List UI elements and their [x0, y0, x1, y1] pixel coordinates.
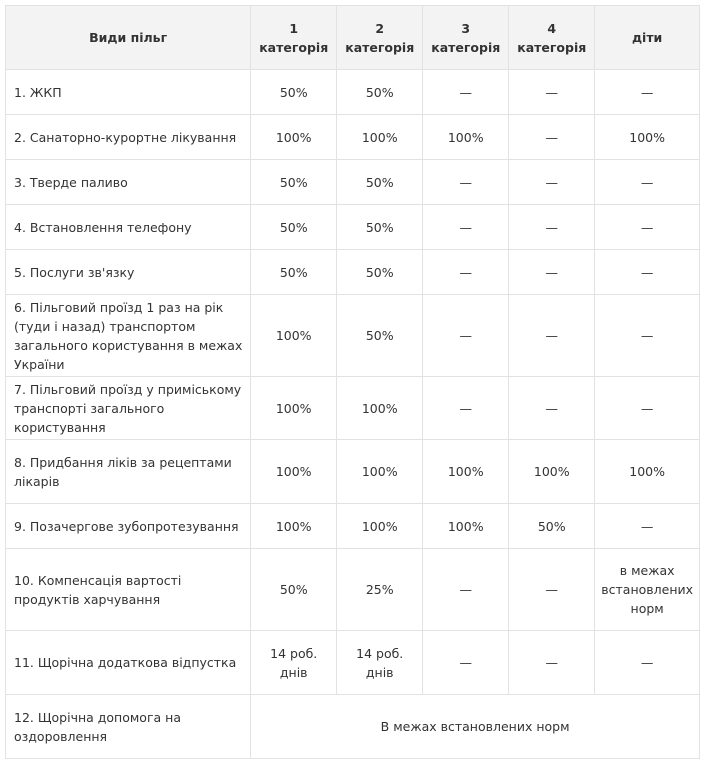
table-cell: —: [422, 548, 510, 631]
table-cell: 14 роб. днів: [250, 630, 338, 695]
table-cell: 100%: [250, 439, 338, 504]
table-cell: —: [508, 376, 596, 440]
benefit-name: 6. Пільговий проїзд 1 раз на рік (туди і…: [4, 294, 252, 377]
table-row: 9. Позачергове зубопротезування 100% 100% 1…: [4, 503, 700, 549]
benefit-name: 4. Встановлення телефону: [4, 204, 252, 250]
table-cell: —: [594, 630, 700, 695]
table-cell: 50%: [250, 159, 338, 205]
table-cell: 100%: [336, 376, 424, 440]
benefit-name: 11. Щорічна додаткова відпустка: [4, 630, 252, 695]
column-header-benefit-type: Види пільг: [4, 5, 252, 70]
table-cell: в межах встановлених норм: [594, 548, 700, 631]
table-cell: —: [422, 630, 510, 695]
table-cell: —: [508, 548, 596, 631]
table-row: 4. Встановлення телефону 50% 50% — — —: [4, 204, 700, 250]
table-cell: 100%: [422, 439, 510, 504]
table-cell: 100%: [594, 114, 700, 160]
benefit-name: 1. ЖКП: [4, 69, 252, 115]
table-cell: —: [508, 630, 596, 695]
table-cell: —: [422, 249, 510, 295]
table-cell: —: [422, 204, 510, 250]
table-cell: —: [594, 249, 700, 295]
benefit-name: 7. Пільговий проїзд у приміському трансп…: [4, 376, 252, 440]
table-cell: 100%: [336, 503, 424, 549]
table-cell: 50%: [336, 159, 424, 205]
table-cell: 100%: [250, 294, 338, 377]
table-cell: 100%: [336, 114, 424, 160]
table-cell: 100%: [250, 503, 338, 549]
table-row: 2. Санаторно-курортне лікування 100% 100% 1…: [4, 114, 700, 160]
table-row: 3. Тверде паливо 50% 50% — — —: [4, 159, 700, 205]
table-cell: —: [422, 376, 510, 440]
table-cell: 100%: [594, 439, 700, 504]
column-header-3: 3 категорія: [422, 5, 510, 70]
table-cell: 100%: [508, 439, 596, 504]
table-cell: —: [508, 249, 596, 295]
benefit-name: 9. Позачергове зубопротезування: [4, 503, 252, 549]
table-cell: —: [422, 294, 510, 377]
table-row: 6. Пільговий проїзд 1 раз на рік (туди і…: [4, 294, 700, 377]
table-cell: 100%: [250, 114, 338, 160]
table-cell: —: [422, 69, 510, 115]
table-cell: 50%: [336, 204, 424, 250]
benefits-table: Види пільг 1 категорія 2 категорія 3 катего…: [4, 5, 700, 759]
table-cell: 100%: [336, 439, 424, 504]
benefit-name: 3. Тверде паливо: [4, 159, 252, 205]
table-cell: —: [594, 376, 700, 440]
column-header-4: 4 категорія: [508, 5, 596, 70]
table-cell: 50%: [336, 294, 424, 377]
benefit-name: 5. Послуги зв'язку: [4, 249, 252, 295]
table-row: 1. ЖКП 50% 50% — — —: [4, 69, 700, 115]
table-row: 10. Компенсація вартості продуктів харчу…: [4, 548, 700, 631]
table-row: 11. Щорічна додаткова відпустка 14 роб. д…: [4, 630, 700, 695]
table-cell: —: [594, 503, 700, 549]
table-cell: 50%: [336, 249, 424, 295]
table-cell: 50%: [336, 69, 424, 115]
table-cell: 50%: [508, 503, 596, 549]
table-cell: —: [508, 114, 596, 160]
table-cell: —: [594, 204, 700, 250]
table-cell: —: [594, 294, 700, 377]
benefit-name: 10. Компенсація вартості продуктів харчу…: [4, 548, 252, 631]
benefit-name: 12. Щорічна допомога на оздоровлення: [4, 694, 252, 759]
table-cell: 50%: [250, 204, 338, 250]
table-cell: В межах встановлених норм: [250, 694, 700, 759]
table-cell: —: [594, 159, 700, 205]
table-cell: —: [422, 159, 510, 205]
table-cell: —: [508, 294, 596, 377]
benefit-name: 8. Придбання ліків за рецептами лікарів: [4, 439, 252, 504]
table-cell: 25%: [336, 548, 424, 631]
table-row: 8. Придбання ліків за рецептами лікарів 1…: [4, 439, 700, 504]
table-cell: 50%: [250, 548, 338, 631]
table-cell: —: [508, 69, 596, 115]
table-cell: 100%: [422, 114, 510, 160]
table-cell: 14 роб. днів: [336, 630, 424, 695]
column-header-1: 1 категорія: [250, 5, 338, 70]
table-cell: 100%: [422, 503, 510, 549]
table-cell: 100%: [250, 376, 338, 440]
column-header-2: 2 категорія: [336, 5, 424, 70]
table-cell: —: [508, 159, 596, 205]
table-cell: 50%: [250, 69, 338, 115]
table-cell: —: [594, 69, 700, 115]
benefit-name: 2. Санаторно-курортне лікування: [4, 114, 252, 160]
table-row: 7. Пільговий проїзд у приміському трансп…: [4, 376, 700, 440]
table-cell: —: [508, 204, 596, 250]
table-row: 5. Послуги зв'язку 50% 50% — — —: [4, 249, 700, 295]
table-header-row: Види пільг 1 категорія 2 категорія 3 катего…: [4, 5, 700, 70]
column-header-5: діти: [594, 5, 700, 70]
table-cell: 50%: [250, 249, 338, 295]
table-row: 12. Щорічна допомога на оздоровлення В ме…: [4, 694, 700, 759]
